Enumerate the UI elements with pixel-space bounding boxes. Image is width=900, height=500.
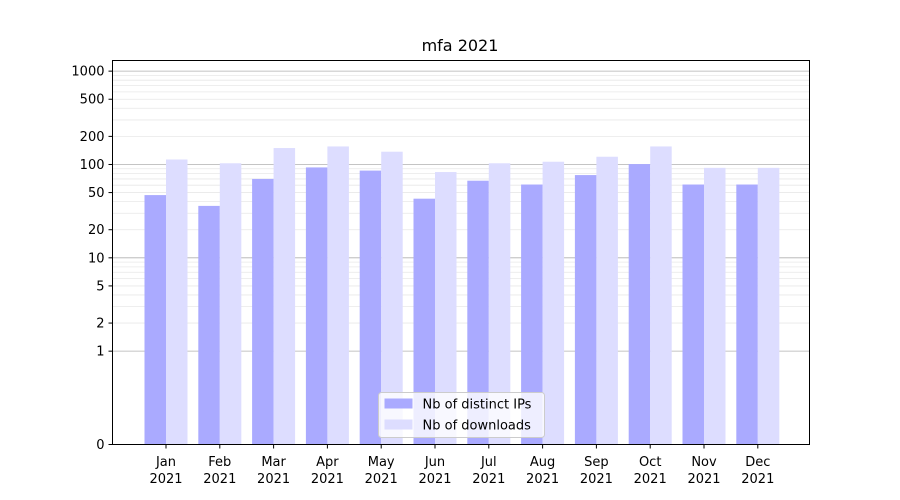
x-tick-label: Mar	[261, 455, 286, 470]
x-tick-label: May	[368, 455, 395, 470]
bar-downloads	[757, 167, 780, 445]
bar-downloads	[435, 172, 457, 445]
bar-distinct-ips	[413, 198, 435, 445]
y-tick-label: 500	[80, 93, 105, 108]
x-tick-label: 2021	[257, 472, 290, 487]
legend-label: Nb of distinct IPs	[423, 398, 532, 413]
x-tick-label: Jun	[424, 455, 445, 470]
y-tick-label: 200	[80, 130, 105, 145]
x-tick-label: Jan	[155, 455, 176, 470]
bar-distinct-ips	[359, 170, 382, 445]
x-tick-label: Nov	[691, 455, 717, 470]
bars-layer	[144, 146, 780, 445]
x-tick-label: Aug	[530, 455, 555, 470]
x-tick-label: 2021	[580, 472, 613, 487]
bar-distinct-ips	[521, 184, 543, 445]
y-tick-label: 10	[88, 251, 105, 266]
x-tick-label: 2021	[365, 472, 398, 487]
bar-downloads	[327, 146, 349, 445]
legend: Nb of distinct IPs Nb of downloads	[378, 392, 545, 438]
bar-downloads	[488, 163, 511, 445]
bar-downloads	[596, 156, 618, 445]
legend-label: Nb of downloads	[423, 419, 532, 434]
bar-downloads	[650, 146, 672, 445]
x-tick-label: 2021	[634, 472, 667, 487]
bar-downloads	[273, 148, 296, 445]
y-tick-label: 1	[96, 345, 104, 360]
chart-title: mfa 2021	[422, 36, 499, 55]
bar-distinct-ips	[628, 164, 651, 445]
x-tick-label: 2021	[741, 472, 774, 487]
bar-distinct-ips	[198, 205, 220, 445]
bar-distinct-ips	[574, 175, 597, 445]
x-tick-label: Feb	[208, 455, 231, 470]
bar-downloads	[381, 151, 403, 445]
y-axis: 0 1 2 5 10 20 50 100 200 500 1000	[71, 65, 113, 453]
plot-frame	[112, 60, 810, 445]
x-tick-label: 2021	[472, 472, 505, 487]
y-tick-label: 0	[96, 438, 104, 453]
bar-downloads	[166, 159, 188, 445]
x-tick-label: 2021	[149, 472, 182, 487]
legend-box	[378, 392, 545, 438]
bar-distinct-ips	[736, 184, 758, 445]
x-tick-label: Dec	[745, 455, 770, 470]
x-axis: Jan 2021 Feb 2021 Mar 2021 Apr 2021 May 2021 Jun 20…	[149, 444, 774, 487]
x-tick-label: 2021	[418, 472, 451, 487]
x-tick-label: 2021	[203, 472, 236, 487]
x-tick-label: 2021	[687, 472, 720, 487]
y-tick-label: 100	[80, 158, 105, 173]
x-tick-label: 2021	[311, 472, 344, 487]
x-tick-label: Sep	[584, 455, 609, 470]
bar-distinct-ips	[144, 195, 166, 445]
bar-downloads	[542, 161, 565, 445]
bar-downloads	[219, 163, 242, 445]
y-tick-label: 50	[88, 186, 105, 201]
x-tick-label: Jul	[480, 455, 497, 470]
bar-distinct-ips	[682, 184, 704, 445]
bar-distinct-ips	[252, 178, 274, 445]
bar-distinct-ips	[467, 180, 489, 445]
x-tick-label: Apr	[316, 455, 339, 470]
legend-swatch	[384, 398, 413, 409]
x-tick-label: 2021	[526, 472, 559, 487]
bar-downloads	[704, 167, 726, 445]
y-tick-label: 2	[96, 317, 104, 332]
x-tick-label: Oct	[639, 455, 661, 470]
y-tick-label: 5	[96, 279, 104, 294]
y-tick-label: 20	[88, 223, 105, 238]
legend-swatch	[384, 419, 413, 430]
bar-distinct-ips	[305, 167, 328, 445]
y-tick-label: 1000	[71, 65, 104, 80]
